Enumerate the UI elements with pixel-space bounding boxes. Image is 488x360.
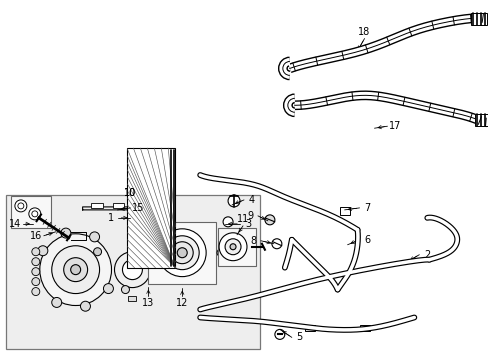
Bar [470, 13, 486, 24]
Bar [148, 222, 216, 284]
Text: 17: 17 [388, 121, 401, 131]
Bar [359, 325, 369, 332]
Circle shape [89, 232, 100, 242]
Circle shape [38, 246, 48, 256]
Circle shape [32, 278, 40, 285]
Text: 7: 7 [364, 203, 370, 213]
Circle shape [18, 203, 24, 209]
Circle shape [93, 248, 102, 256]
Text: 14: 14 [9, 219, 21, 229]
Text: 8: 8 [249, 236, 256, 246]
Circle shape [271, 239, 281, 249]
Circle shape [81, 301, 90, 311]
Circle shape [227, 195, 240, 207]
Text: 9: 9 [246, 211, 252, 221]
Text: 11: 11 [236, 214, 248, 224]
Bar [90, 203, 102, 208]
Text: 10: 10 [124, 188, 136, 198]
Bar [11, 196, 51, 228]
Text: 15: 15 [132, 203, 144, 213]
Circle shape [71, 265, 81, 275]
Bar [474, 114, 488, 126]
Circle shape [122, 260, 142, 280]
Text: 5: 5 [296, 332, 302, 342]
Circle shape [103, 284, 113, 293]
Circle shape [32, 268, 40, 276]
Circle shape [224, 239, 241, 255]
Circle shape [217, 249, 224, 257]
Circle shape [52, 297, 61, 307]
Circle shape [114, 252, 150, 288]
Bar [128, 296, 136, 301]
Circle shape [274, 329, 285, 339]
Text: 3: 3 [244, 219, 250, 229]
Bar [218, 228, 255, 266]
Text: 6: 6 [364, 235, 370, 245]
Circle shape [171, 242, 193, 264]
Circle shape [29, 208, 41, 220]
Text: 18: 18 [358, 27, 370, 37]
Circle shape [40, 234, 111, 306]
Circle shape [32, 288, 40, 296]
Circle shape [229, 244, 236, 250]
Circle shape [158, 229, 206, 276]
Text: 4: 4 [248, 195, 255, 205]
Text: 1: 1 [107, 213, 113, 223]
Circle shape [264, 215, 274, 225]
Circle shape [61, 228, 71, 238]
Bar [6, 195, 260, 349]
Text: 12: 12 [176, 297, 188, 307]
Text: 16: 16 [30, 231, 42, 241]
Circle shape [177, 248, 187, 258]
Text: 13: 13 [142, 297, 154, 307]
Text: 2: 2 [423, 250, 429, 260]
Circle shape [52, 246, 100, 293]
Circle shape [223, 217, 233, 227]
Bar [127, 148, 175, 268]
Circle shape [32, 211, 38, 217]
Circle shape [219, 233, 246, 261]
Bar [339, 207, 349, 215]
Circle shape [32, 258, 40, 266]
Bar [112, 203, 124, 208]
Circle shape [32, 248, 40, 256]
Circle shape [165, 236, 199, 270]
Circle shape [63, 258, 87, 282]
Bar [304, 325, 314, 332]
Circle shape [121, 285, 129, 293]
Circle shape [15, 200, 27, 212]
Text: 10: 10 [124, 188, 136, 198]
